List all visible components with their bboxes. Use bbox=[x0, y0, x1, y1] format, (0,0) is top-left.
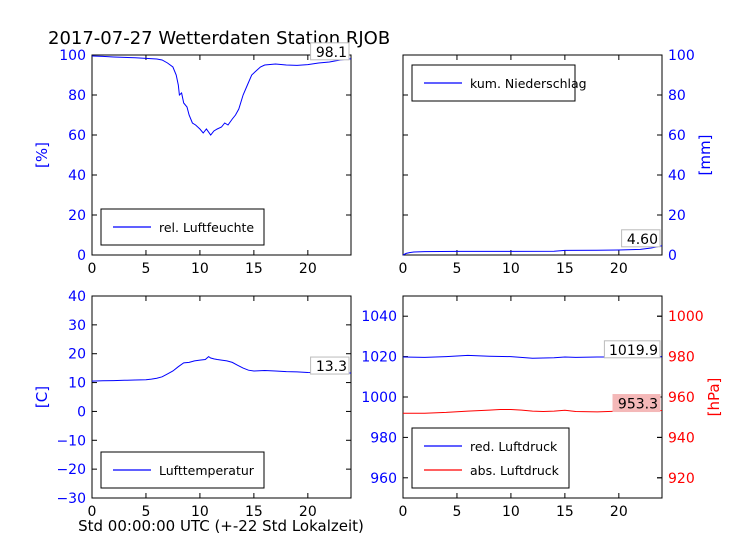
y-tick-label: 1040 bbox=[361, 309, 397, 325]
legend: rel. Luftfeuchte bbox=[100, 208, 265, 246]
x-tick-label: 10 bbox=[191, 261, 209, 277]
legend-entry: Lufttemperatur bbox=[159, 463, 255, 478]
x-tick-label: 5 bbox=[141, 261, 150, 277]
x-tick-label: 20 bbox=[299, 261, 317, 277]
y-tick-label-right: 920 bbox=[668, 471, 695, 487]
x-tick-label: 0 bbox=[88, 261, 97, 277]
y-axis-label: [%] bbox=[33, 142, 51, 168]
last-value-box bbox=[310, 42, 350, 61]
y-tick-label: 960 bbox=[370, 471, 397, 487]
y-tick-label: 1020 bbox=[361, 350, 397, 366]
x-tick-label: 5 bbox=[452, 261, 461, 277]
panel-pressure: 0 5 10 15 20 960 980 1000 1020 1040 920 940 960 980 10… bbox=[361, 295, 723, 520]
panel-temperature: 0 5 10 15 20 −30 −20 −10 0 10 20 30 40 [C] 13.3 Lufttem… bbox=[33, 289, 352, 520]
legend: red. Luftdruck abs. Luftdruck bbox=[411, 427, 570, 489]
y-tick-label: 20 bbox=[68, 347, 86, 363]
legend-box bbox=[100, 451, 265, 489]
y-tick-label: 80 bbox=[668, 88, 686, 104]
x-tick-label: 20 bbox=[299, 504, 317, 520]
x-tick-label: 0 bbox=[88, 504, 97, 520]
panel-precip: 0 5 10 15 20 0 20 40 60 80 100 [mm] 4.60 kum. Nieders… bbox=[399, 48, 714, 277]
last-value-label: 4.60 bbox=[627, 232, 658, 248]
legend-box bbox=[411, 427, 570, 489]
y-tick-label: 40 bbox=[68, 289, 86, 305]
x-tick-label: 15 bbox=[556, 261, 574, 277]
legend-entry: kum. Niederschlag bbox=[470, 76, 587, 91]
x-tick-label: 5 bbox=[452, 504, 461, 520]
x-tick-label: 15 bbox=[245, 261, 263, 277]
y-tick-label: −20 bbox=[56, 462, 86, 478]
figure-title: 2017-07-27 Wetterdaten Station RJOB bbox=[48, 28, 390, 49]
x-tick-label: 5 bbox=[141, 504, 150, 520]
y-tick-label: 40 bbox=[668, 168, 686, 184]
last-value-label: 98.1 bbox=[316, 45, 347, 61]
legend: kum. Niederschlag bbox=[411, 64, 587, 102]
y-tick-label: −30 bbox=[56, 491, 86, 507]
y-tick-label-right: 960 bbox=[668, 390, 695, 406]
last-value-label: 13.3 bbox=[316, 359, 347, 375]
x-axis-label: Std 00:00:00 UTC (+-22 Std Lokalzeit) bbox=[78, 517, 364, 535]
y-tick-label: 40 bbox=[68, 168, 86, 184]
last-value-label: 953.3 bbox=[618, 397, 658, 413]
y-tick-label-right: 940 bbox=[668, 430, 695, 446]
y-tick-label: 10 bbox=[68, 376, 86, 392]
y-tick-label: 100 bbox=[59, 48, 86, 64]
legend: Lufttemperatur bbox=[100, 451, 265, 489]
x-tick-label: 10 bbox=[502, 261, 520, 277]
y-tick-label: 20 bbox=[68, 208, 86, 224]
series-line-kum-niederschlag bbox=[402, 245, 663, 256]
y-tick-label: 100 bbox=[668, 48, 695, 64]
last-value-box bbox=[603, 340, 661, 359]
last-value-box bbox=[612, 394, 661, 413]
y-tick-label: 0 bbox=[77, 404, 86, 420]
y-tick-label: 60 bbox=[668, 128, 686, 144]
x-tick-label: 15 bbox=[556, 504, 574, 520]
y-tick-label: 0 bbox=[77, 248, 86, 264]
legend-entry: abs. Luftdruck bbox=[470, 463, 560, 478]
last-value-box bbox=[621, 229, 661, 248]
series-line-lufttemperatur bbox=[91, 355, 351, 382]
x-tick-label: 20 bbox=[610, 261, 628, 277]
legend-entry: rel. Luftfeuchte bbox=[159, 220, 254, 235]
y-tick-label: 80 bbox=[68, 88, 86, 104]
y-tick-label: 30 bbox=[68, 318, 86, 334]
x-tick-label: 10 bbox=[502, 504, 520, 520]
x-tick-label: 0 bbox=[399, 261, 408, 277]
y-axis-label: [hPa] bbox=[705, 378, 723, 417]
last-value-box bbox=[310, 356, 350, 375]
x-tick-label: 15 bbox=[245, 504, 263, 520]
y-axis-label: [C] bbox=[33, 386, 51, 408]
y-tick-label: −10 bbox=[56, 433, 86, 449]
x-tick-label: 10 bbox=[191, 504, 209, 520]
y-tick-label: 20 bbox=[668, 208, 686, 224]
series-line-rel-luftfeuchte bbox=[91, 55, 352, 136]
panel-humidity: 0 5 10 15 20 0 20 40 60 80 100 [%] 98.1 rel. Luftfeuc… bbox=[33, 42, 352, 277]
x-tick-label: 0 bbox=[399, 504, 408, 520]
legend-entry: red. Luftdruck bbox=[470, 439, 558, 454]
y-tick-label: 980 bbox=[370, 430, 397, 446]
y-tick-label-right: 980 bbox=[668, 350, 695, 366]
last-value-label: 1019.9 bbox=[609, 343, 658, 359]
y-tick-label: 60 bbox=[68, 128, 86, 144]
y-tick-label: 0 bbox=[668, 248, 677, 264]
y-tick-label-right: 1000 bbox=[668, 309, 704, 325]
series-line-abs-luftdruck bbox=[403, 409, 663, 414]
y-tick-label: 1000 bbox=[361, 390, 397, 406]
x-tick-label: 20 bbox=[610, 504, 628, 520]
y-axis-label: [mm] bbox=[696, 135, 714, 176]
